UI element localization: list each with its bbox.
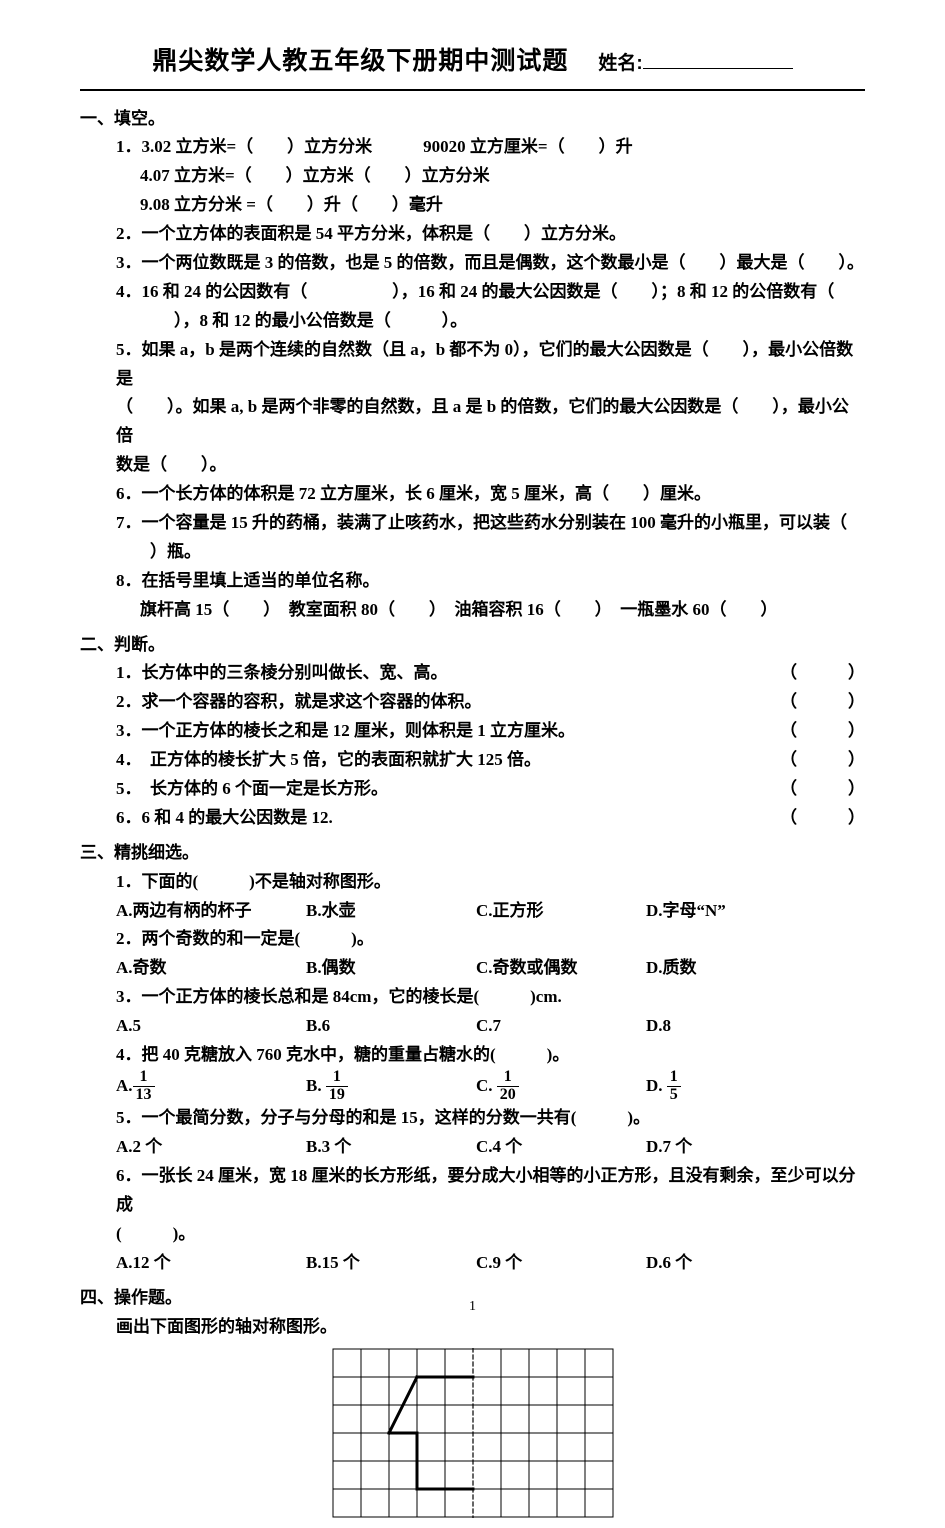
s3-q2-B: B.偶数: [306, 954, 476, 983]
judge-paren[interactable]: （ ）: [765, 688, 865, 717]
s3-q2-C: C.奇数或偶数: [476, 954, 646, 983]
fraction-icon: 113: [133, 1069, 155, 1104]
s1-q1a: 1．3.02 立方米=（ ）立方分米 90020 立方厘米=（ ）升: [116, 133, 865, 162]
page-number: 1: [0, 1295, 945, 1319]
judge-text: 5． 长方体的 6 个面一定是长方形。: [116, 775, 765, 804]
s3-q6-A: A.12 个: [116, 1249, 306, 1278]
s1-q3: 3．一个两位数既是 3 的倍数，也是 5 的倍数，而且是偶数，这个数最小是（ ）…: [116, 249, 865, 278]
judge-item: 4． 正方体的棱长扩大 5 倍，它的表面积就扩大 125 倍。（ ）: [116, 746, 865, 775]
s3-q5: 5．一个最简分数，分子与分母的和是 15，这样的分数一共有( )。: [116, 1104, 865, 1133]
judge-paren[interactable]: （ ）: [765, 804, 865, 833]
s1-q5c: 数是（ ）。: [116, 451, 865, 480]
page: 鼎尖数学人教五年级下册期中测试题 姓名: 一、填空。 1．3.02 立方米=（ …: [0, 0, 945, 1337]
s3-q4: 4．把 40 克糖放入 760 克水中，糖的重量占糖水的( )。: [116, 1041, 865, 1070]
s3-q6-opts: A.12 个 B.15 个 C.9 个 D.6 个: [116, 1249, 865, 1278]
judge-paren[interactable]: （ ）: [765, 775, 865, 804]
fraction-icon: 120: [497, 1069, 519, 1104]
section-1-heading: 一、填空。: [80, 105, 865, 134]
s3-q2-opts: A.奇数 B.偶数 C.奇数或偶数 D.质数: [116, 954, 865, 983]
s1-q8a: 8．在括号里填上适当的单位名称。: [116, 567, 865, 596]
s3-q1-D: D.字母“N”: [646, 897, 726, 926]
s3-q6-B: B.15 个: [306, 1249, 476, 1278]
name-field: 姓名:: [598, 48, 792, 80]
grid-figure: [80, 1348, 865, 1528]
s3-q1: 1．下面的( )不是轴对称图形。: [116, 868, 865, 897]
s3-q3-A: A.5: [116, 1012, 306, 1041]
s3-q5-C: C.4 个: [476, 1133, 646, 1162]
s3-q4-B-label: B.: [306, 1072, 322, 1101]
s3-q6-C: C.9 个: [476, 1249, 646, 1278]
s3-q1-opts: A.两边有柄的杯子 B.水壶 C.正方形 D.字母“N”: [116, 897, 865, 926]
s3-q5-A: A.2 个: [116, 1133, 306, 1162]
s1-q1c: 9.08 立方分米 =（ ）升（ ）毫升: [140, 191, 865, 220]
judge-item: 2．求一个容器的容积，就是求这个容器的体积。（ ）: [116, 688, 865, 717]
page-title: 鼎尖数学人教五年级下册期中测试题: [152, 40, 568, 83]
s3-q3-C: C.7: [476, 1012, 646, 1041]
s1-q7b: ）瓶。: [116, 538, 865, 567]
fraction-icon: 15: [667, 1069, 681, 1104]
s3-q3-opts: A.5 B.6 C.7 D.8: [116, 1012, 865, 1041]
s3-q1-B: B.水壶: [306, 897, 476, 926]
judge-paren[interactable]: （ ）: [765, 746, 865, 775]
s3-q4-C-label: C.: [476, 1072, 493, 1101]
name-label: 姓名:: [598, 53, 642, 74]
s1-q7a: 7．一个容量是 15 升的药桶，装满了止咳药水，把这些药水分别装在 100 毫升…: [116, 509, 865, 538]
s1-q8b: 旗杆高 15（ ） 教室面积 80（ ） 油箱容积 16（ ） 一瓶墨水 60（…: [140, 596, 865, 625]
symmetry-grid-icon: [332, 1348, 614, 1518]
s3-q4-D-label: D.: [646, 1072, 663, 1101]
s3-q4-D: D. 15: [646, 1070, 681, 1105]
s3-q3: 3．一个正方体的棱长总和是 84cm，它的棱长是( )cm.: [116, 983, 865, 1012]
s3-q6b: ( )。: [116, 1220, 865, 1249]
s3-q5-B: B.3 个: [306, 1133, 476, 1162]
s1-q4b: ），8 和 12 的最小公倍数是（ ）。: [140, 307, 865, 336]
section-3-heading: 三、精挑细选。: [80, 839, 865, 868]
s3-q4-A: A.113: [116, 1070, 306, 1105]
s3-q6-D: D.6 个: [646, 1249, 692, 1278]
s3-q3-D: D.8: [646, 1012, 671, 1041]
s3-q5-D: D.7 个: [646, 1133, 692, 1162]
name-underline[interactable]: [643, 51, 793, 69]
fraction-icon: 119: [326, 1069, 348, 1104]
judge-text: 4． 正方体的棱长扩大 5 倍，它的表面积就扩大 125 倍。: [116, 746, 765, 775]
judge-item: 5． 长方体的 6 个面一定是长方形。（ ）: [116, 775, 865, 804]
s1-q4a: 4．16 和 24 的公因数有（ ），16 和 24 的最大公因数是（ ）；8 …: [116, 278, 865, 307]
section-2-heading: 二、判断。: [80, 631, 865, 660]
judge-paren[interactable]: （ ）: [765, 659, 865, 688]
s1-q6: 6．一个长方体的体积是 72 立方厘米，长 6 厘米，宽 5 厘米，高（ ）厘米…: [116, 480, 865, 509]
s3-q5-opts: A.2 个 B.3 个 C.4 个 D.7 个: [116, 1133, 865, 1162]
s3-q4-opts: A.113 B. 119 C. 120 D. 15: [116, 1070, 865, 1105]
s3-q4-B: B. 119: [306, 1070, 476, 1105]
s3-q6a: 6．一张长 24 厘米，宽 18 厘米的长方形纸，要分成大小相等的小正方形，且没…: [116, 1162, 865, 1220]
s1-q1b: 4.07 立方米=（ ）立方米（ ）立方分米: [140, 162, 865, 191]
judge-text: 3．一个正方体的棱长之和是 12 厘米，则体积是 1 立方厘米。: [116, 717, 765, 746]
s3-q3-B: B.6: [306, 1012, 476, 1041]
judge-text: 6．6 和 4 的最大公因数是 12.: [116, 804, 765, 833]
judge-item: 3．一个正方体的棱长之和是 12 厘米，则体积是 1 立方厘米。（ ）: [116, 717, 865, 746]
s3-q4-A-label: A.: [116, 1072, 133, 1101]
s3-q1-A: A.两边有柄的杯子: [116, 897, 306, 926]
s1-q5a: 5．如果 a，b 是两个连续的自然数（且 a，b 都不为 0），它们的最大公因数…: [116, 336, 865, 394]
s3-q2-A: A.奇数: [116, 954, 306, 983]
judge-item: 6．6 和 4 的最大公因数是 12.（ ）: [116, 804, 865, 833]
judge-text: 2．求一个容器的容积，就是求这个容器的体积。: [116, 688, 765, 717]
s1-q2: 2．一个立方体的表面积是 54 平方分米，体积是（ ）立方分米。: [116, 220, 865, 249]
s3-q1-C: C.正方形: [476, 897, 646, 926]
judge-item: 1．长方体中的三条棱分别叫做长、宽、高。（ ）: [116, 659, 865, 688]
s3-q2: 2．两个奇数的和一定是( )。: [116, 925, 865, 954]
s3-q4-C: C. 120: [476, 1070, 646, 1105]
judge-text: 1．长方体中的三条棱分别叫做长、宽、高。: [116, 659, 765, 688]
title-row: 鼎尖数学人教五年级下册期中测试题 姓名:: [80, 40, 865, 91]
section-2-list: 1．长方体中的三条棱分别叫做长、宽、高。（ ）2．求一个容器的容积，就是求这个容…: [80, 659, 865, 832]
s3-q2-D: D.质数: [646, 954, 697, 983]
s1-q5b: （ ）。如果 a, b 是两个非零的自然数，且 a 是 b 的倍数，它们的最大公…: [116, 393, 865, 451]
judge-paren[interactable]: （ ）: [765, 717, 865, 746]
